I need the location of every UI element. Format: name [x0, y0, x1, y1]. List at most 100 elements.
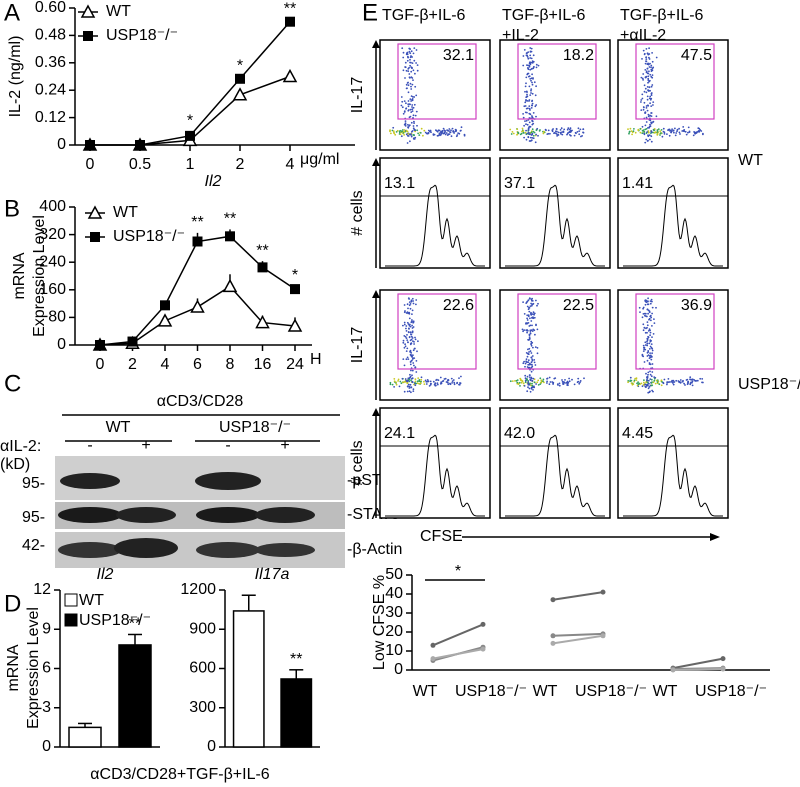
- dot: [650, 122, 653, 125]
- dot: [526, 378, 528, 380]
- y-tick-label: 600: [189, 660, 216, 677]
- dot: [523, 313, 526, 315]
- dot: [672, 379, 675, 382]
- dot: [645, 372, 647, 375]
- dot: [391, 383, 394, 386]
- dot: [446, 381, 449, 384]
- dot: [579, 381, 581, 384]
- dot: [645, 91, 648, 94]
- lane-sign: -: [225, 437, 230, 454]
- dot: [648, 97, 651, 100]
- dot: [684, 130, 687, 133]
- dot-plot: 18.2: [499, 39, 611, 151]
- plot-frame: [499, 407, 611, 519]
- dot: [530, 67, 533, 70]
- dot: [404, 345, 407, 348]
- dot: [641, 125, 644, 128]
- hist-value: 13.1: [384, 175, 415, 192]
- series-line: [552, 634, 604, 645]
- dot: [411, 108, 414, 111]
- dot: [463, 134, 466, 137]
- dot: [661, 135, 664, 138]
- y-tick-label: 9: [42, 620, 51, 637]
- dot: [660, 379, 663, 382]
- dot: [527, 380, 530, 382]
- dot: [445, 132, 448, 134]
- dot: [663, 133, 666, 135]
- significance: *: [455, 563, 461, 580]
- dot: [412, 106, 415, 109]
- marker: [550, 633, 556, 639]
- y-axis-label: IL-2 (ng/ml): [7, 36, 24, 118]
- dot: [415, 299, 418, 301]
- dot: [659, 130, 662, 133]
- dot: [404, 378, 407, 380]
- dot: [527, 338, 529, 341]
- dot: [530, 356, 533, 359]
- dot: [531, 299, 533, 302]
- dot: [418, 382, 420, 385]
- dot: [651, 389, 653, 392]
- dot: [637, 381, 639, 383]
- dot: [666, 133, 668, 136]
- dot: [530, 77, 533, 80]
- dot: [527, 57, 530, 60]
- dot: [531, 382, 533, 385]
- dot: [534, 105, 537, 108]
- dot: [405, 107, 408, 110]
- dot: [533, 312, 536, 315]
- dot: [527, 136, 530, 138]
- dot: [629, 376, 632, 379]
- dot: [639, 131, 642, 134]
- gate: [635, 43, 715, 120]
- dot: [393, 380, 396, 383]
- dot: [532, 78, 534, 80]
- dot: [641, 93, 644, 96]
- y-axis-label: mRNA: [5, 644, 22, 691]
- dot: [524, 377, 527, 380]
- dot: [643, 361, 646, 363]
- x-tick-label: 16: [254, 356, 272, 373]
- dot: [406, 339, 409, 341]
- dot: [548, 383, 551, 386]
- arrow-head: [372, 408, 380, 416]
- row-label: USP18⁻/⁻: [738, 376, 800, 393]
- series-line: [672, 668, 724, 671]
- gate: [517, 43, 597, 120]
- dot: [532, 60, 535, 63]
- dot: [526, 305, 529, 308]
- dot: [427, 132, 430, 135]
- dot: [414, 85, 417, 88]
- dot: [670, 381, 673, 383]
- dot: [531, 102, 534, 105]
- dot: [531, 120, 534, 123]
- dot: [647, 303, 650, 306]
- dot: [402, 69, 405, 72]
- dot: [407, 126, 410, 129]
- dot: [571, 129, 573, 132]
- dot: [530, 61, 532, 64]
- dot: [417, 377, 420, 379]
- dot: [410, 88, 413, 90]
- x-tick-label: WT: [413, 683, 438, 700]
- dot: [430, 382, 432, 385]
- dot: [530, 370, 533, 373]
- dot: [395, 131, 398, 133]
- dot: [410, 61, 412, 64]
- dot: [561, 379, 563, 381]
- dot: [435, 130, 438, 132]
- marker: [287, 318, 303, 332]
- dot: [646, 337, 649, 340]
- dot: [647, 391, 650, 394]
- legend-label: WT: [106, 3, 131, 20]
- dot: [699, 129, 702, 131]
- dot: [403, 364, 406, 367]
- histogram: 37.1: [499, 157, 611, 269]
- dot: [531, 355, 534, 357]
- dot: [432, 380, 435, 383]
- dot: [408, 336, 411, 338]
- dot: [413, 122, 415, 124]
- x-tick-label: 2: [128, 356, 137, 373]
- dot: [533, 361, 536, 364]
- dot: [535, 323, 537, 326]
